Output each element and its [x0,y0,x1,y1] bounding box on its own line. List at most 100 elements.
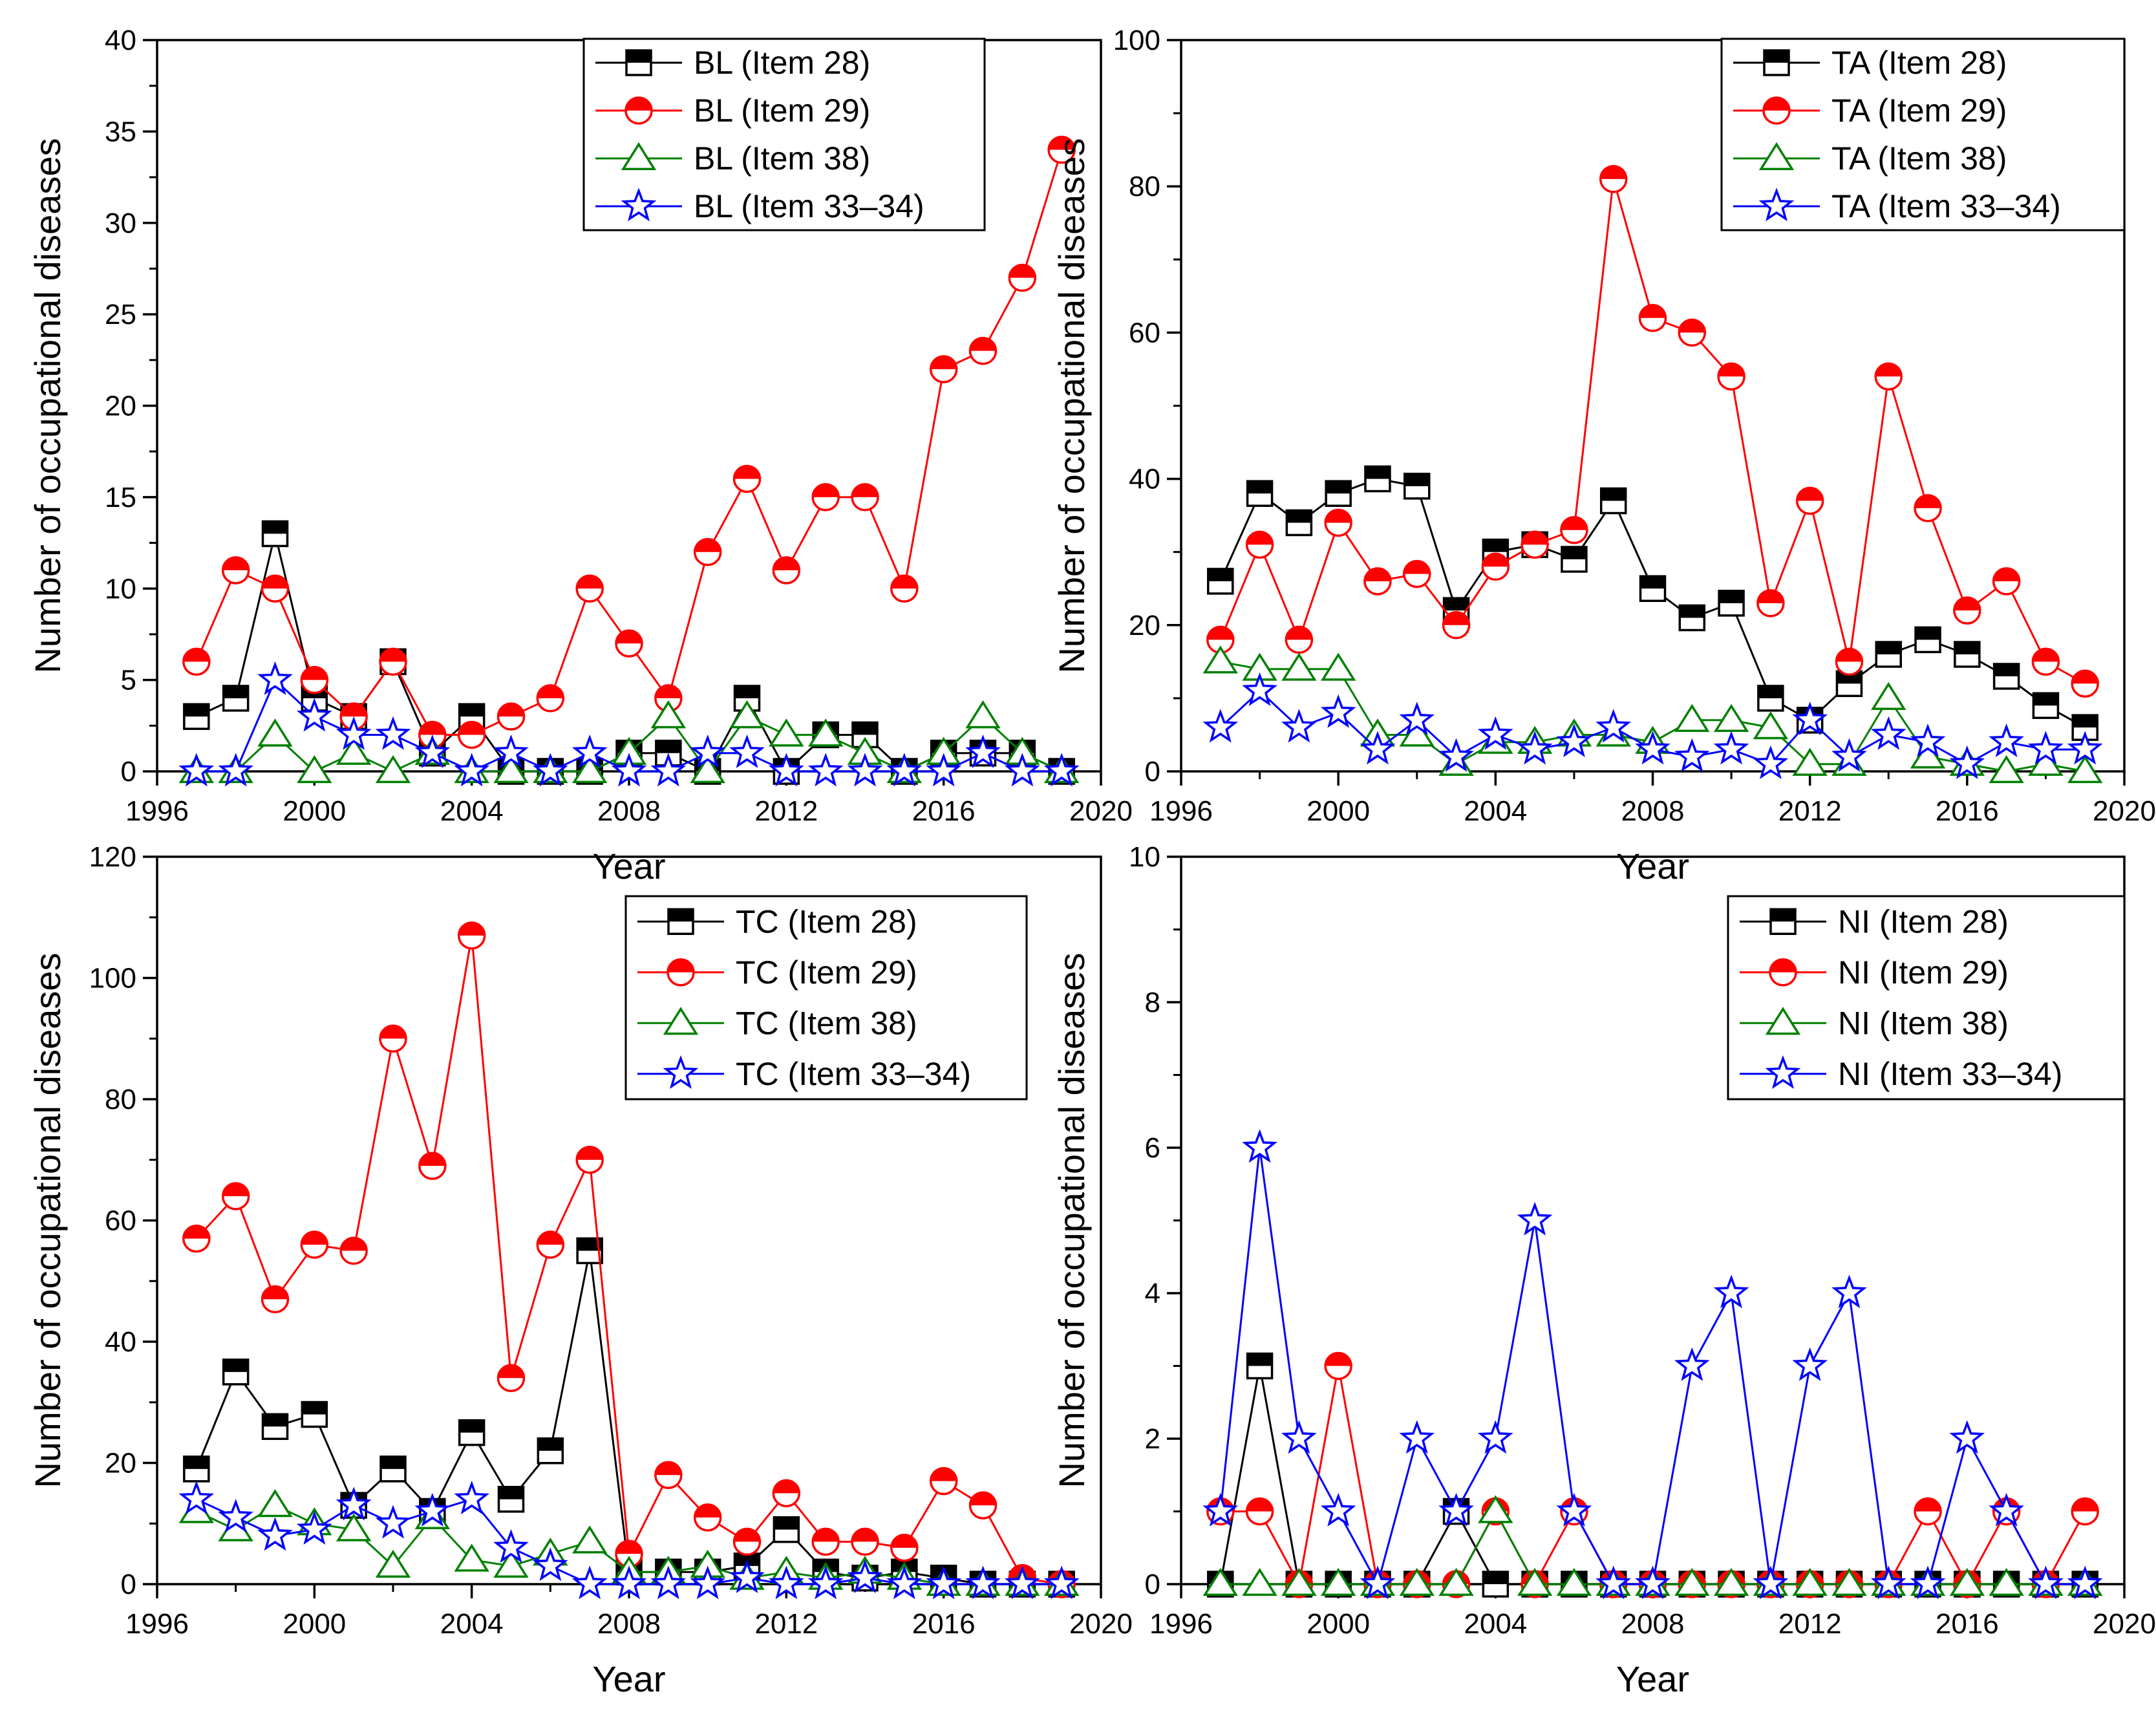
data-point [772,556,801,585]
data-point-outline [296,1510,332,1545]
data-point [769,718,804,747]
data-point-outline [1242,1129,1277,1163]
data-point-outline [1831,1274,1867,1309]
data-point-fill [2033,693,2058,706]
data-point [2028,1565,2064,1600]
data-point [182,647,211,676]
data-point-outline [650,700,687,729]
data-point-outline [611,1565,647,1600]
data-point [1989,723,2024,758]
data-point-fill [1207,627,1233,640]
data-point-outline [414,1492,451,1527]
data-point-fill [1483,1572,1508,1584]
data-point [1246,480,1274,507]
series-star-4 [1202,1129,2103,1600]
data-point-fill [1404,561,1430,574]
data-point-outline [454,753,490,787]
data-point-fill [183,1225,209,1239]
data-point-fill [1208,568,1233,581]
legend-marker [1763,49,1790,76]
data-point [493,755,529,784]
y-tick-label: 4 [1145,1278,1160,1309]
data-point [1914,494,1942,522]
x-tick-label: 2008 [1621,1608,1685,1640]
data-point [1954,641,1981,668]
data-point-fill [1836,649,1862,662]
data-point-outline [807,1565,844,1600]
data-point [1914,626,1941,654]
data-point-outline [257,661,293,695]
data-point-fill [1364,568,1391,581]
y-tick-label: 40 [105,1326,136,1358]
data-point-fill [184,1456,209,1469]
data-point-fill [1325,510,1352,523]
legend-label: NI (Item 28) [1838,903,2009,940]
data-point-fill [577,1146,603,1160]
data-point-outline [807,753,844,787]
data-point [1477,716,1513,750]
data-point-outline [1989,1567,2024,1596]
data-point [1713,1567,1749,1596]
data-point-outline [886,1565,923,1600]
data-point-fill [459,704,484,717]
legend-marker [1765,1055,1801,1090]
data-point [1438,1492,1474,1527]
data-point [296,1510,332,1545]
legend-marker [1762,96,1791,125]
legend-label: BL (Item 33–34) [694,188,924,224]
data-point [571,1565,608,1600]
data-point [965,700,1001,729]
data-point-outline [1871,682,1906,711]
data-point-outline [768,1565,804,1600]
data-point-fill [222,1183,249,1196]
series-circle-2 [182,135,1076,749]
data-point-outline [1792,1347,1828,1381]
data-point [1556,723,1592,758]
data-point-outline [1043,1565,1080,1600]
data-point-fill [2072,1498,2098,1512]
data-point [851,1527,879,1556]
y-axis-title: Number of occupational diseases [27,138,68,673]
data-point [261,1413,289,1440]
data-point [1399,1567,1435,1596]
data-point [1320,694,1356,728]
data-point-outline [1792,702,1828,736]
series-circle-2 [1206,165,2099,698]
data-point-fill [419,1153,445,1166]
data-point [1320,1492,1356,1527]
legend-marker-outline [1765,1007,1801,1035]
data-point [1792,1567,1828,1596]
data-point [1560,516,1588,544]
x-axis-title: Year [592,1659,665,1699]
data-point [336,1487,372,1521]
data-point [1281,1567,1317,1596]
data-point-fill [1286,627,1312,640]
data-point-fill [223,685,248,698]
data-point-outline [729,735,765,768]
data-point-fill [498,703,524,717]
data-point [768,1565,804,1600]
data-point [296,698,332,732]
data-point [1043,753,1080,787]
legend-label: BL (Item 28) [694,45,870,81]
data-point [379,1024,407,1053]
data-point [1324,508,1352,537]
x-tick-label: 2016 [912,1608,976,1640]
data-point-fill [852,1529,878,1542]
data-point-outline [1792,1567,1828,1596]
data-point-fill [1246,1498,1273,1512]
data-point [336,716,372,750]
data-point [965,1565,1001,1600]
data-point-fill [1797,488,1823,501]
data-point-fill [538,1438,563,1451]
data-point-outline [493,1529,529,1563]
data-point [532,753,568,787]
data-point [1242,672,1277,706]
data-point [1674,1567,1710,1596]
legend-marker [621,142,657,171]
legend-label: TC (Item 29) [736,954,917,991]
data-point [1008,263,1037,292]
legend-marker-fill [668,959,694,972]
data-point [611,753,647,787]
data-point-outline [1320,694,1356,728]
